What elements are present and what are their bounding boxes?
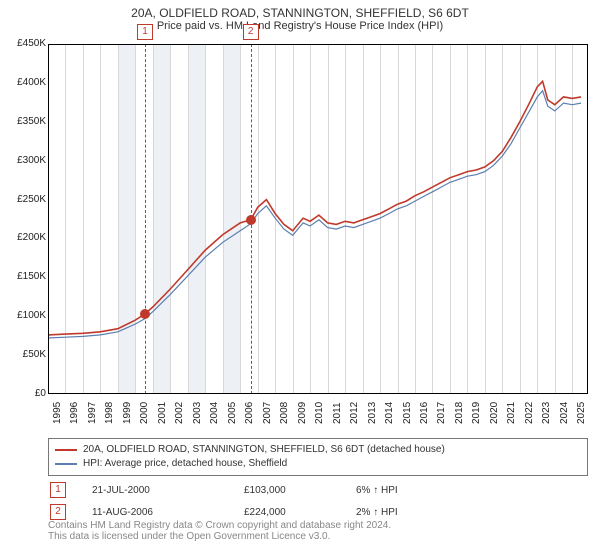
x-axis-label: 2015 — [402, 402, 413, 424]
x-axis-label: 2002 — [174, 402, 185, 424]
x-axis-label: 1997 — [87, 402, 98, 424]
x-axis-label: 2023 — [541, 402, 552, 424]
footer-line: Contains HM Land Registry data © Crown c… — [48, 520, 588, 531]
y-axis-label: £300K — [2, 155, 46, 166]
y-axis-label: £200K — [2, 232, 46, 243]
marker-delta: 2% ↑ HPI — [356, 502, 586, 522]
y-axis-label: £50K — [2, 349, 46, 360]
y-axis-label: £450K — [2, 38, 46, 49]
x-axis-label: 2007 — [262, 402, 273, 424]
x-axis-label: 2021 — [506, 402, 517, 424]
markers-table: 1 21-JUL-2000 £103,000 6% ↑ HPI 2 11-AUG… — [48, 478, 588, 524]
x-axis-label: 2019 — [471, 402, 482, 424]
marker-price: £224,000 — [244, 502, 354, 522]
y-axis-label: £100K — [2, 310, 46, 321]
chart-subtitle: Price paid vs. HM Land Registry's House … — [0, 20, 600, 36]
x-axis-label: 2022 — [524, 402, 535, 424]
x-axis-label: 2011 — [332, 402, 343, 424]
x-axis-label: 2024 — [559, 402, 570, 424]
marker-date: 11-AUG-2006 — [92, 502, 242, 522]
chart-legend: 20A, OLDFIELD ROAD, STANNINGTON, SHEFFIE… — [48, 438, 588, 476]
x-axis-label: 1998 — [104, 402, 115, 424]
marker-row: 1 21-JUL-2000 £103,000 6% ↑ HPI — [50, 480, 586, 500]
x-axis-label: 2014 — [384, 402, 395, 424]
x-axis-label: 2016 — [419, 402, 430, 424]
x-axis-label: 1999 — [122, 402, 133, 424]
x-axis-label: 2008 — [279, 402, 290, 424]
x-axis-label: 2009 — [297, 402, 308, 424]
x-axis-label: 2006 — [244, 402, 255, 424]
y-axis-label: £150K — [2, 271, 46, 282]
marker-delta: 6% ↑ HPI — [356, 480, 586, 500]
x-axis-label: 2004 — [209, 402, 220, 424]
marker-badge: 1 — [137, 24, 153, 40]
marker-date: 21-JUL-2000 — [92, 480, 242, 500]
x-axis-label: 2000 — [139, 402, 150, 424]
marker-row: 2 11-AUG-2006 £224,000 2% ↑ HPI — [50, 502, 586, 522]
legend-swatch — [55, 449, 77, 451]
x-axis-label: 2017 — [436, 402, 447, 424]
marker-badge: 2 — [243, 24, 259, 40]
x-axis-label: 2012 — [349, 402, 360, 424]
x-axis-label: 1995 — [52, 402, 63, 424]
x-axis-label: 2018 — [454, 402, 465, 424]
chart-title: 20A, OLDFIELD ROAD, STANNINGTON, SHEFFIE… — [0, 0, 600, 20]
y-axis-label: £350K — [2, 116, 46, 127]
y-axis-label: £0 — [2, 388, 46, 399]
x-axis-label: 2013 — [367, 402, 378, 424]
x-axis-label: 2010 — [314, 402, 325, 424]
x-axis-label: 1996 — [69, 402, 80, 424]
legend-item: 20A, OLDFIELD ROAD, STANNINGTON, SHEFFIE… — [55, 443, 581, 457]
chart-border — [48, 44, 588, 394]
marker-badge: 1 — [50, 482, 66, 498]
x-axis-label: 2025 — [576, 402, 587, 424]
x-axis-label: 2020 — [489, 402, 500, 424]
legend-label: 20A, OLDFIELD ROAD, STANNINGTON, SHEFFIE… — [83, 443, 445, 457]
y-axis-label: £250K — [2, 194, 46, 205]
x-axis-label: 2005 — [227, 402, 238, 424]
marker-price: £103,000 — [244, 480, 354, 500]
footer-attribution: Contains HM Land Registry data © Crown c… — [48, 520, 588, 542]
legend-item: HPI: Average price, detached house, Shef… — [55, 457, 581, 471]
chart-plot-area — [48, 44, 588, 394]
footer-line: This data is licensed under the Open Gov… — [48, 531, 588, 542]
legend-label: HPI: Average price, detached house, Shef… — [83, 457, 287, 471]
legend-swatch — [55, 463, 77, 465]
marker-badge: 2 — [50, 504, 66, 520]
x-axis-label: 2001 — [157, 402, 168, 424]
y-axis-label: £400K — [2, 77, 46, 88]
x-axis-label: 2003 — [192, 402, 203, 424]
